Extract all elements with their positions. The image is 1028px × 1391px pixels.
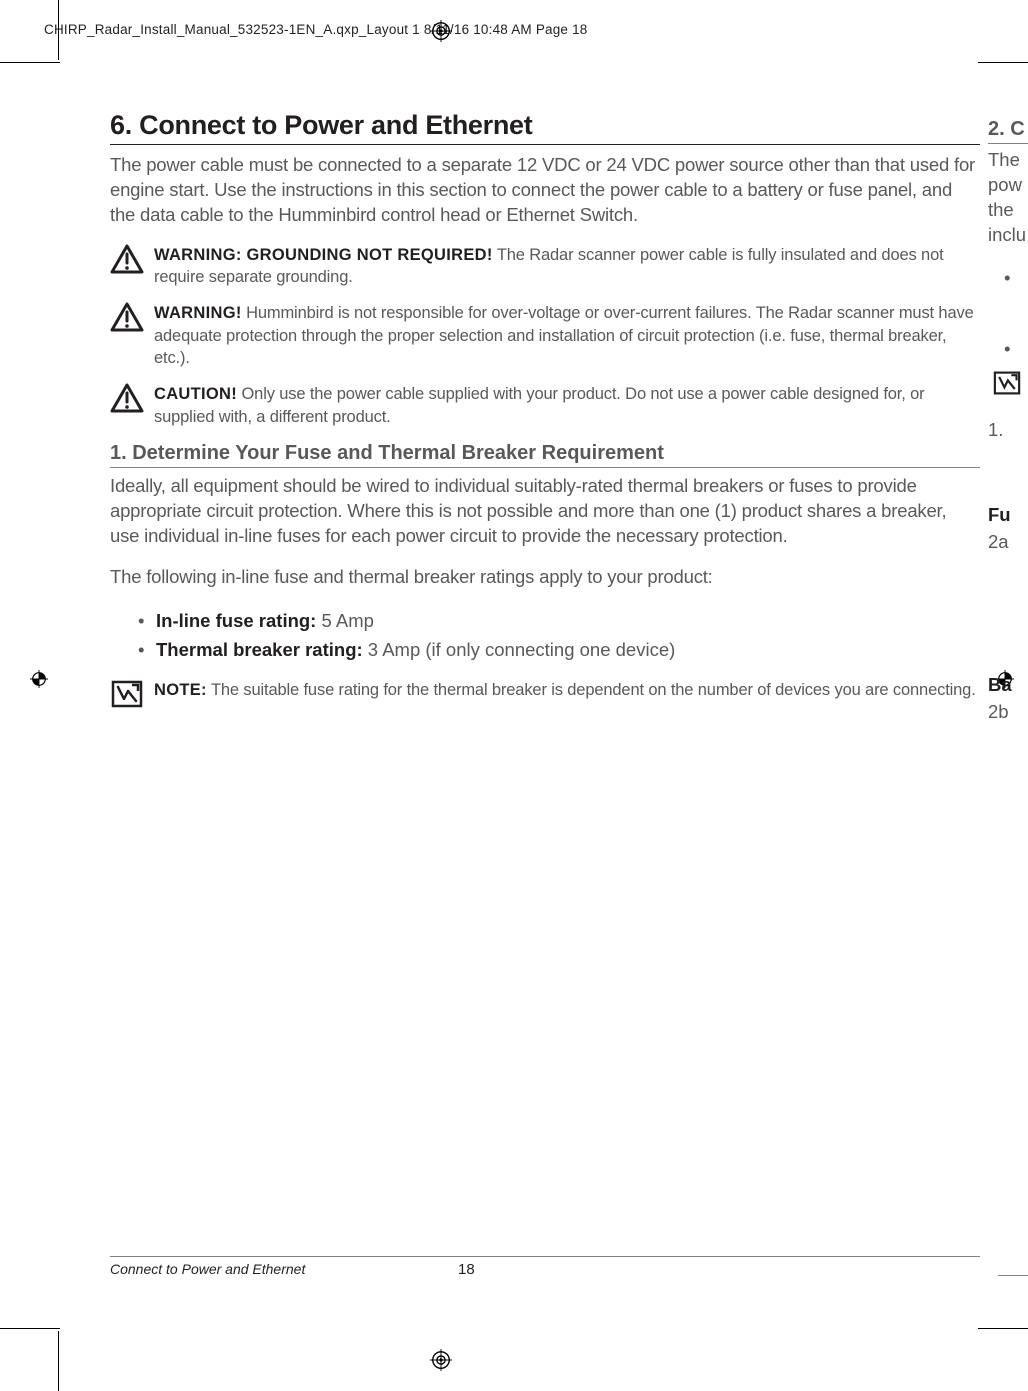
edge-text: 2b (988, 700, 1028, 725)
list-item: Thermal breaker rating: 3 Amp (if only c… (138, 635, 980, 665)
warning-callout: WARNING! Humminbird is not responsible f… (110, 302, 980, 369)
page-content: 6. Connect to Power and Ethernet The pow… (110, 110, 980, 723)
callout-text: NOTE: The suitable fuse rating for the t… (154, 679, 976, 701)
callout-text: CAUTION! Only use the power cable suppli… (154, 383, 980, 428)
page-footer: Connect to Power and Ethernet 18 (110, 1256, 980, 1277)
ratings-list: In-line fuse rating: 5 Amp Thermal break… (138, 606, 980, 665)
crop-mark (0, 1328, 60, 1329)
warning-icon (110, 302, 144, 332)
print-target-icon (430, 1349, 452, 1371)
callout-text: WARNING! Humminbird is not responsible f… (154, 302, 980, 369)
warning-callout: WARNING: GROUNDING NOT REQUIRED! The Rad… (110, 244, 980, 289)
next-page-bleed: 2. C The pow the inclu • • 1. Fu 2a Ba 2… (988, 118, 1028, 725)
warning-icon (110, 244, 144, 274)
crop-mark (978, 62, 1028, 63)
caution-callout: CAUTION! Only use the power cable suppli… (110, 383, 980, 428)
print-header-slug: CHIRP_Radar_Install_Manual_532523-1EN_A.… (44, 22, 588, 37)
edge-text: the (988, 198, 1028, 223)
list-item: In-line fuse rating: 5 Amp (138, 606, 980, 636)
edge-text: Ba (988, 673, 1028, 698)
edge-text: 2a (988, 530, 1028, 555)
crop-mark (0, 62, 60, 63)
body-paragraph: Ideally, all equipment should be wired t… (110, 474, 980, 549)
intro-paragraph: The power cable must be connected to a s… (110, 153, 980, 228)
body-paragraph: The following in-line fuse and thermal b… (110, 565, 980, 590)
crop-mark (978, 1328, 1028, 1329)
registration-mark-icon (30, 670, 48, 688)
section-title: 6. Connect to Power and Ethernet (110, 110, 980, 145)
edge-text: 1. (988, 418, 1028, 443)
callout-text: WARNING: GROUNDING NOT REQUIRED! The Rad… (154, 244, 980, 289)
footer-section-label: Connect to Power and Ethernet (110, 1261, 980, 1277)
edge-heading: 2. C (988, 118, 1028, 144)
crop-mark (58, 1331, 59, 1391)
edge-text: The (988, 148, 1028, 173)
edge-footer-rule (998, 1275, 1028, 1277)
crop-mark (58, 0, 59, 60)
edge-bullet: • (988, 266, 1028, 291)
edge-text: pow (988, 173, 1028, 198)
print-target-icon (430, 20, 452, 42)
note-icon (992, 370, 1022, 396)
subsection-title: 1. Determine Your Fuse and Thermal Break… (110, 442, 980, 468)
note-callout: NOTE: The suitable fuse rating for the t… (110, 679, 980, 709)
edge-bullet: • (988, 337, 1028, 362)
warning-icon (110, 383, 144, 413)
note-icon (110, 679, 144, 709)
edge-text: Fu (988, 503, 1028, 528)
edge-text: inclu (988, 223, 1028, 248)
page-number: 18 (458, 1261, 475, 1278)
